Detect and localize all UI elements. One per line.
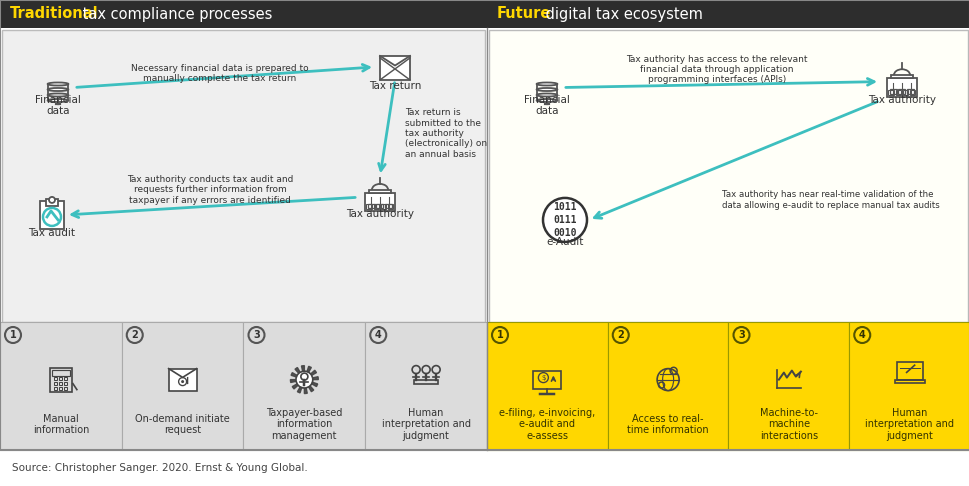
Polygon shape <box>310 370 316 375</box>
Ellipse shape <box>536 99 557 102</box>
FancyBboxPatch shape <box>2 30 484 322</box>
Text: Machine-to-
machine
interactions: Machine-to- machine interactions <box>759 408 817 441</box>
Circle shape <box>49 197 55 203</box>
Text: Traditional: Traditional <box>10 6 99 21</box>
Circle shape <box>248 327 265 343</box>
FancyBboxPatch shape <box>486 322 608 450</box>
Text: 2: 2 <box>616 330 623 340</box>
Text: Financial
data: Financial data <box>35 95 80 116</box>
Text: 1: 1 <box>496 330 503 340</box>
Circle shape <box>854 327 869 343</box>
Polygon shape <box>308 386 313 392</box>
Circle shape <box>127 327 142 343</box>
Text: 3: 3 <box>253 330 260 340</box>
Polygon shape <box>295 367 299 373</box>
FancyBboxPatch shape <box>608 322 728 450</box>
Ellipse shape <box>536 88 557 91</box>
Ellipse shape <box>536 83 557 86</box>
Polygon shape <box>312 377 318 380</box>
Text: Tax return is
submitted to the
tax authority
(electronically) on
an annual basis: Tax return is submitted to the tax autho… <box>405 108 486 159</box>
FancyBboxPatch shape <box>40 201 64 229</box>
Polygon shape <box>291 373 297 377</box>
Text: e-filing, e-invoicing,
e-audit and
e-assess: e-filing, e-invoicing, e-audit and e-ass… <box>499 408 595 441</box>
Ellipse shape <box>47 99 69 102</box>
FancyBboxPatch shape <box>728 322 849 450</box>
Polygon shape <box>304 388 307 394</box>
Ellipse shape <box>47 93 69 97</box>
FancyBboxPatch shape <box>849 322 969 450</box>
Circle shape <box>733 327 749 343</box>
Ellipse shape <box>543 198 586 242</box>
Circle shape <box>612 327 628 343</box>
Text: Tax authority: Tax authority <box>346 209 414 219</box>
Ellipse shape <box>47 83 69 86</box>
Text: Human
interpretation and
judgment: Human interpretation and judgment <box>864 408 953 441</box>
Circle shape <box>5 327 21 343</box>
FancyBboxPatch shape <box>243 322 365 450</box>
Polygon shape <box>290 380 296 382</box>
Text: Manual
information: Manual information <box>33 414 89 435</box>
Polygon shape <box>301 365 304 371</box>
Ellipse shape <box>536 93 557 97</box>
FancyBboxPatch shape <box>891 75 912 78</box>
FancyBboxPatch shape <box>169 368 197 391</box>
FancyBboxPatch shape <box>0 0 969 28</box>
Text: Tax authority has access to the relevant
financial data through application
prog: Tax authority has access to the relevant… <box>626 54 807 85</box>
Circle shape <box>491 327 508 343</box>
FancyBboxPatch shape <box>488 30 967 322</box>
Text: Tax return: Tax return <box>368 81 421 91</box>
Text: 4: 4 <box>374 330 381 340</box>
FancyBboxPatch shape <box>122 322 243 450</box>
Text: $: $ <box>541 375 545 381</box>
Text: Financial
data: Financial data <box>523 95 570 116</box>
Text: Necessary financial data is prepared to
manually complete the tax return: Necessary financial data is prepared to … <box>131 64 308 83</box>
Text: Human
interpretation and
judgment: Human interpretation and judgment <box>381 408 470 441</box>
FancyBboxPatch shape <box>886 78 917 97</box>
FancyBboxPatch shape <box>365 322 486 450</box>
Polygon shape <box>306 366 311 372</box>
Polygon shape <box>311 382 318 386</box>
Circle shape <box>296 371 312 388</box>
FancyBboxPatch shape <box>0 322 122 450</box>
Text: tax compliance processes: tax compliance processes <box>78 6 272 21</box>
Text: Tax authority has near real-time validation of the
data allowing e-audit to repl: Tax authority has near real-time validat… <box>721 190 939 209</box>
Circle shape <box>181 380 184 383</box>
Text: 1011
0111
0010: 1011 0111 0010 <box>552 202 577 238</box>
Ellipse shape <box>47 88 69 91</box>
Text: On-demand initiate
request: On-demand initiate request <box>135 414 230 435</box>
Text: e-Audit: e-Audit <box>546 237 583 247</box>
Text: Future: Future <box>496 6 550 21</box>
Text: Access to real-
time information: Access to real- time information <box>627 414 708 435</box>
FancyBboxPatch shape <box>380 56 410 80</box>
FancyBboxPatch shape <box>369 190 391 192</box>
FancyBboxPatch shape <box>364 192 395 211</box>
Text: 4: 4 <box>858 330 864 340</box>
Polygon shape <box>297 387 301 393</box>
Text: 1: 1 <box>10 330 16 340</box>
FancyBboxPatch shape <box>0 450 969 486</box>
Text: Source: Christopher Sanger. 2020. Ernst & Young Global.: Source: Christopher Sanger. 2020. Ernst … <box>12 463 307 473</box>
Text: Tax authority conducts tax audit and
requests further information from
taxpayer : Tax authority conducts tax audit and req… <box>127 175 293 205</box>
Polygon shape <box>292 384 297 389</box>
Text: 2: 2 <box>131 330 138 340</box>
FancyBboxPatch shape <box>46 199 58 206</box>
Text: digital tax ecosystem: digital tax ecosystem <box>541 6 703 21</box>
Text: Taxpayer-based
information
management: Taxpayer-based information management <box>266 408 342 441</box>
Text: Tax audit: Tax audit <box>28 228 76 238</box>
Text: Tax authority: Tax authority <box>867 95 935 104</box>
Circle shape <box>370 327 386 343</box>
Text: 3: 3 <box>737 330 744 340</box>
